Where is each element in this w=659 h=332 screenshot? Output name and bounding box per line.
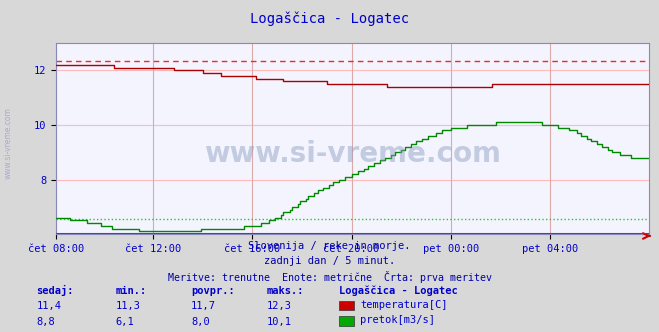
Text: Meritve: trenutne  Enote: metrične  Črta: prva meritev: Meritve: trenutne Enote: metrične Črta: … — [167, 271, 492, 283]
Text: min.:: min.: — [115, 286, 146, 296]
Text: Logaščica - Logatec: Logaščica - Logatec — [250, 12, 409, 26]
Text: 10,1: 10,1 — [267, 317, 292, 327]
Text: povpr.:: povpr.: — [191, 286, 235, 296]
Text: 8,8: 8,8 — [36, 317, 55, 327]
Text: 11,3: 11,3 — [115, 301, 140, 311]
Text: maks.:: maks.: — [267, 286, 304, 296]
Text: www.si-vreme.com: www.si-vreme.com — [3, 107, 13, 179]
Text: Slovenija / reke in morje.: Slovenija / reke in morje. — [248, 241, 411, 251]
Text: 11,4: 11,4 — [36, 301, 61, 311]
Text: 6,1: 6,1 — [115, 317, 134, 327]
Text: temperatura[C]: temperatura[C] — [360, 300, 448, 310]
Text: zadnji dan / 5 minut.: zadnji dan / 5 minut. — [264, 256, 395, 266]
Text: 8,0: 8,0 — [191, 317, 210, 327]
Text: Logaščica - Logatec: Logaščica - Logatec — [339, 285, 458, 296]
Text: pretok[m3/s]: pretok[m3/s] — [360, 315, 436, 325]
Text: sedaj:: sedaj: — [36, 285, 74, 296]
Text: 11,7: 11,7 — [191, 301, 216, 311]
Text: 12,3: 12,3 — [267, 301, 292, 311]
Text: www.si-vreme.com: www.si-vreme.com — [204, 140, 501, 168]
